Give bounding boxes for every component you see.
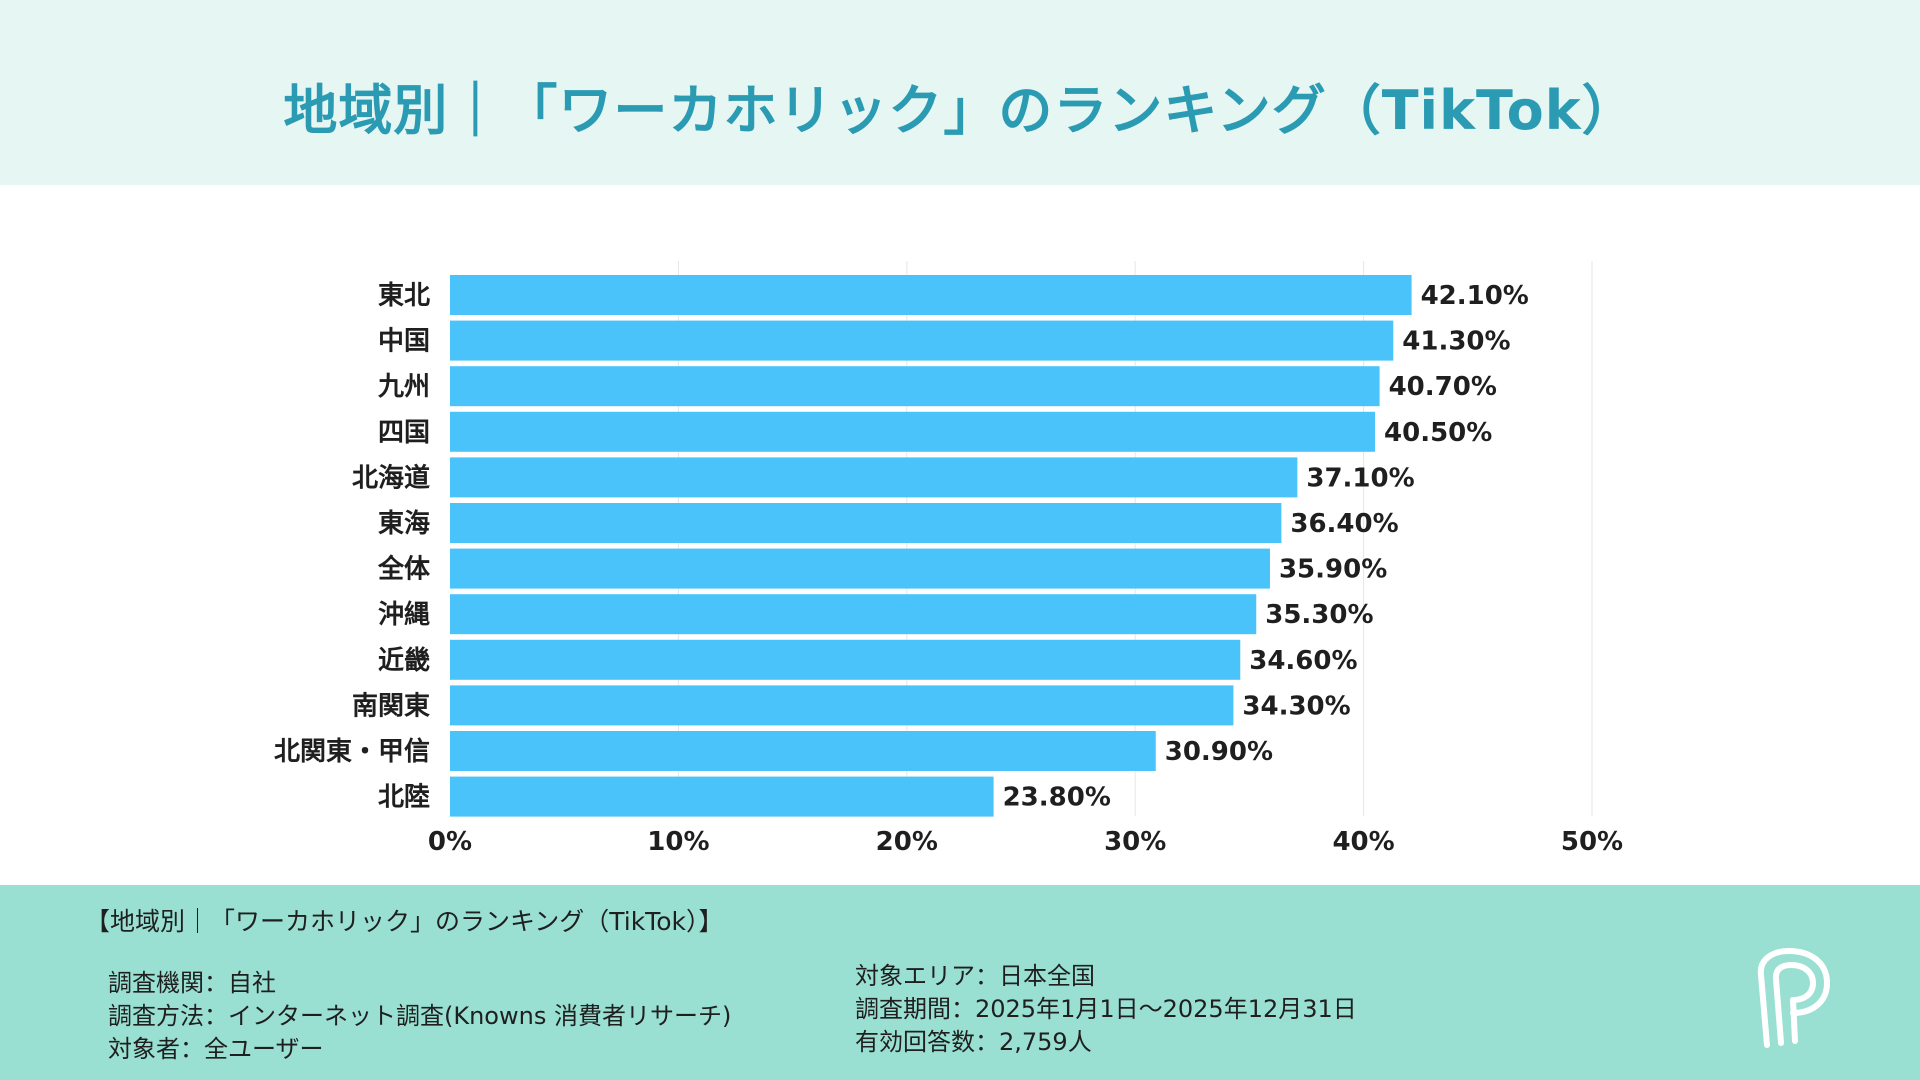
x-tick-label: 0% xyxy=(428,827,472,857)
survey-area: 対象エリア：日本全国 xyxy=(855,962,1095,990)
value-label: 41.30% xyxy=(1402,327,1510,357)
value-label: 34.60% xyxy=(1249,646,1357,676)
bar xyxy=(450,594,1257,635)
bar xyxy=(450,731,1156,771)
value-label: 36.40% xyxy=(1290,509,1398,539)
survey-method: 調査方法：インターネット調査(Knowns 消費者リサーチ) xyxy=(108,1002,732,1030)
bar xyxy=(450,320,1394,361)
survey-info-right: 対象エリア：日本全国 調査期間：2025年1月1日〜2025年12月31日 有効… xyxy=(855,960,1357,1059)
bar xyxy=(450,548,1270,589)
value-label: 42.10% xyxy=(1421,281,1529,311)
x-tick-label: 30% xyxy=(1104,827,1166,857)
category-label: 東北 xyxy=(378,281,430,311)
bar xyxy=(450,639,1241,680)
x-tick-label: 40% xyxy=(1332,827,1394,857)
page-title: 地域別｜「ワーカホリック」のランキング（TikTok） xyxy=(283,78,1637,142)
category-label: 北海道 xyxy=(352,462,430,493)
category-label: 中国 xyxy=(378,327,430,357)
survey-respondents: 有効回答数：2,759人 xyxy=(855,1028,1092,1056)
value-label: 37.10% xyxy=(1306,463,1414,493)
bar xyxy=(450,776,994,817)
category-label: 四国 xyxy=(378,418,430,448)
category-label: 北関東・甲信 xyxy=(274,737,430,767)
value-label: 35.30% xyxy=(1265,600,1373,630)
bar xyxy=(450,275,1412,315)
category-label: 沖縄 xyxy=(378,600,430,630)
category-label: 北陸 xyxy=(378,783,430,813)
value-label: 23.80% xyxy=(1003,783,1111,813)
value-label: 40.50% xyxy=(1384,418,1492,448)
value-label: 34.30% xyxy=(1242,691,1350,721)
x-tick-label: 20% xyxy=(876,827,938,857)
category-label: 九州 xyxy=(377,372,430,402)
bar xyxy=(450,457,1298,498)
survey-period: 調査期間：2025年1月1日〜2025年12月31日 xyxy=(855,995,1357,1023)
category-label: 近畿 xyxy=(378,646,430,676)
footer: 【地域別｜「ワーカホリック」のランキング（TikTok）】 調査機関：自社 調査… xyxy=(0,885,1920,1080)
bar xyxy=(450,411,1376,452)
category-label: 東海 xyxy=(378,509,430,539)
value-label: 40.70% xyxy=(1389,372,1497,402)
x-tick-label: 10% xyxy=(647,827,709,857)
value-label: 30.90% xyxy=(1165,737,1273,767)
survey-target: 対象者：全ユーザー xyxy=(108,1035,324,1063)
x-tick-label: 50% xyxy=(1561,827,1623,857)
chart-area: 0% 10% 20% 30% 40% 50% 東北 42.10% 中国 41.30% 九州 40.70… xyxy=(0,185,1920,885)
bar xyxy=(450,685,1234,726)
p-logo-icon xyxy=(1757,948,1830,1048)
bar xyxy=(450,503,1282,543)
bar xyxy=(450,366,1380,407)
header-band xyxy=(0,0,1920,185)
footer-title: 【地域別｜「ワーカホリック」のランキング（TikTok）】 xyxy=(85,907,724,936)
survey-info-left: 調査機関：自社 調査方法：インターネット調査(Knowns 消費者リサーチ) 対… xyxy=(108,967,731,1066)
value-label: 35.90% xyxy=(1279,555,1387,585)
category-label: 南関東 xyxy=(352,691,430,721)
category-label: 全体 xyxy=(377,554,431,585)
bar-chart: 0% 10% 20% 30% 40% 50% 東北 42.10% 中国 41.30% 九州 40.70… xyxy=(274,261,1623,857)
survey-org: 調査機関：自社 xyxy=(108,969,276,997)
